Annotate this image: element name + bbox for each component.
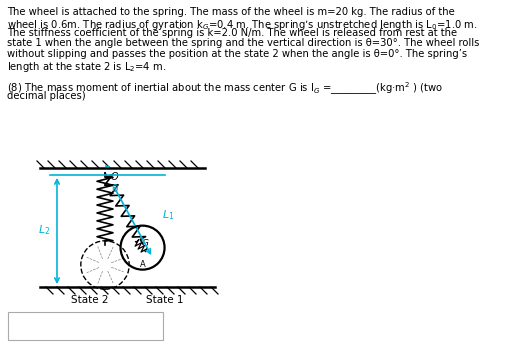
Text: A: A xyxy=(140,260,145,269)
Text: θ: θ xyxy=(112,184,118,194)
Text: The stiffness coefficient of the spring is k=2.0 N/m. The wheel is released from: The stiffness coefficient of the spring … xyxy=(7,28,457,38)
Text: state 1 when the angle between the spring and the vertical direction is θ=30°. T: state 1 when the angle between the sprin… xyxy=(7,39,479,48)
Bar xyxy=(8,312,163,340)
Text: length at the state 2 is L$_2$=4 m.: length at the state 2 is L$_2$=4 m. xyxy=(7,60,166,73)
Text: G: G xyxy=(142,239,149,248)
Text: $L_2$: $L_2$ xyxy=(38,223,50,237)
Text: The wheel is attached to the spring. The mass of the wheel is m=20 kg. The radiu: The wheel is attached to the spring. The… xyxy=(7,7,454,17)
Text: $L_1$: $L_1$ xyxy=(162,208,175,222)
Text: O: O xyxy=(110,172,118,182)
Text: State 2: State 2 xyxy=(71,295,109,305)
Text: without slipping and passes the position at the state 2 when the angle is θ=0°. : without slipping and passes the position… xyxy=(7,49,467,59)
Text: (8) The mass moment of inertial about the mass center G is I$_G$ =_________(kg·m: (8) The mass moment of inertial about th… xyxy=(7,80,443,97)
Text: State 1: State 1 xyxy=(146,295,184,305)
Text: wheel is 0.6m. The radius of gyration k$_G$=0.4 m. The spring’s unstretched leng: wheel is 0.6m. The radius of gyration k$… xyxy=(7,18,478,32)
Text: decimal places): decimal places) xyxy=(7,91,86,101)
